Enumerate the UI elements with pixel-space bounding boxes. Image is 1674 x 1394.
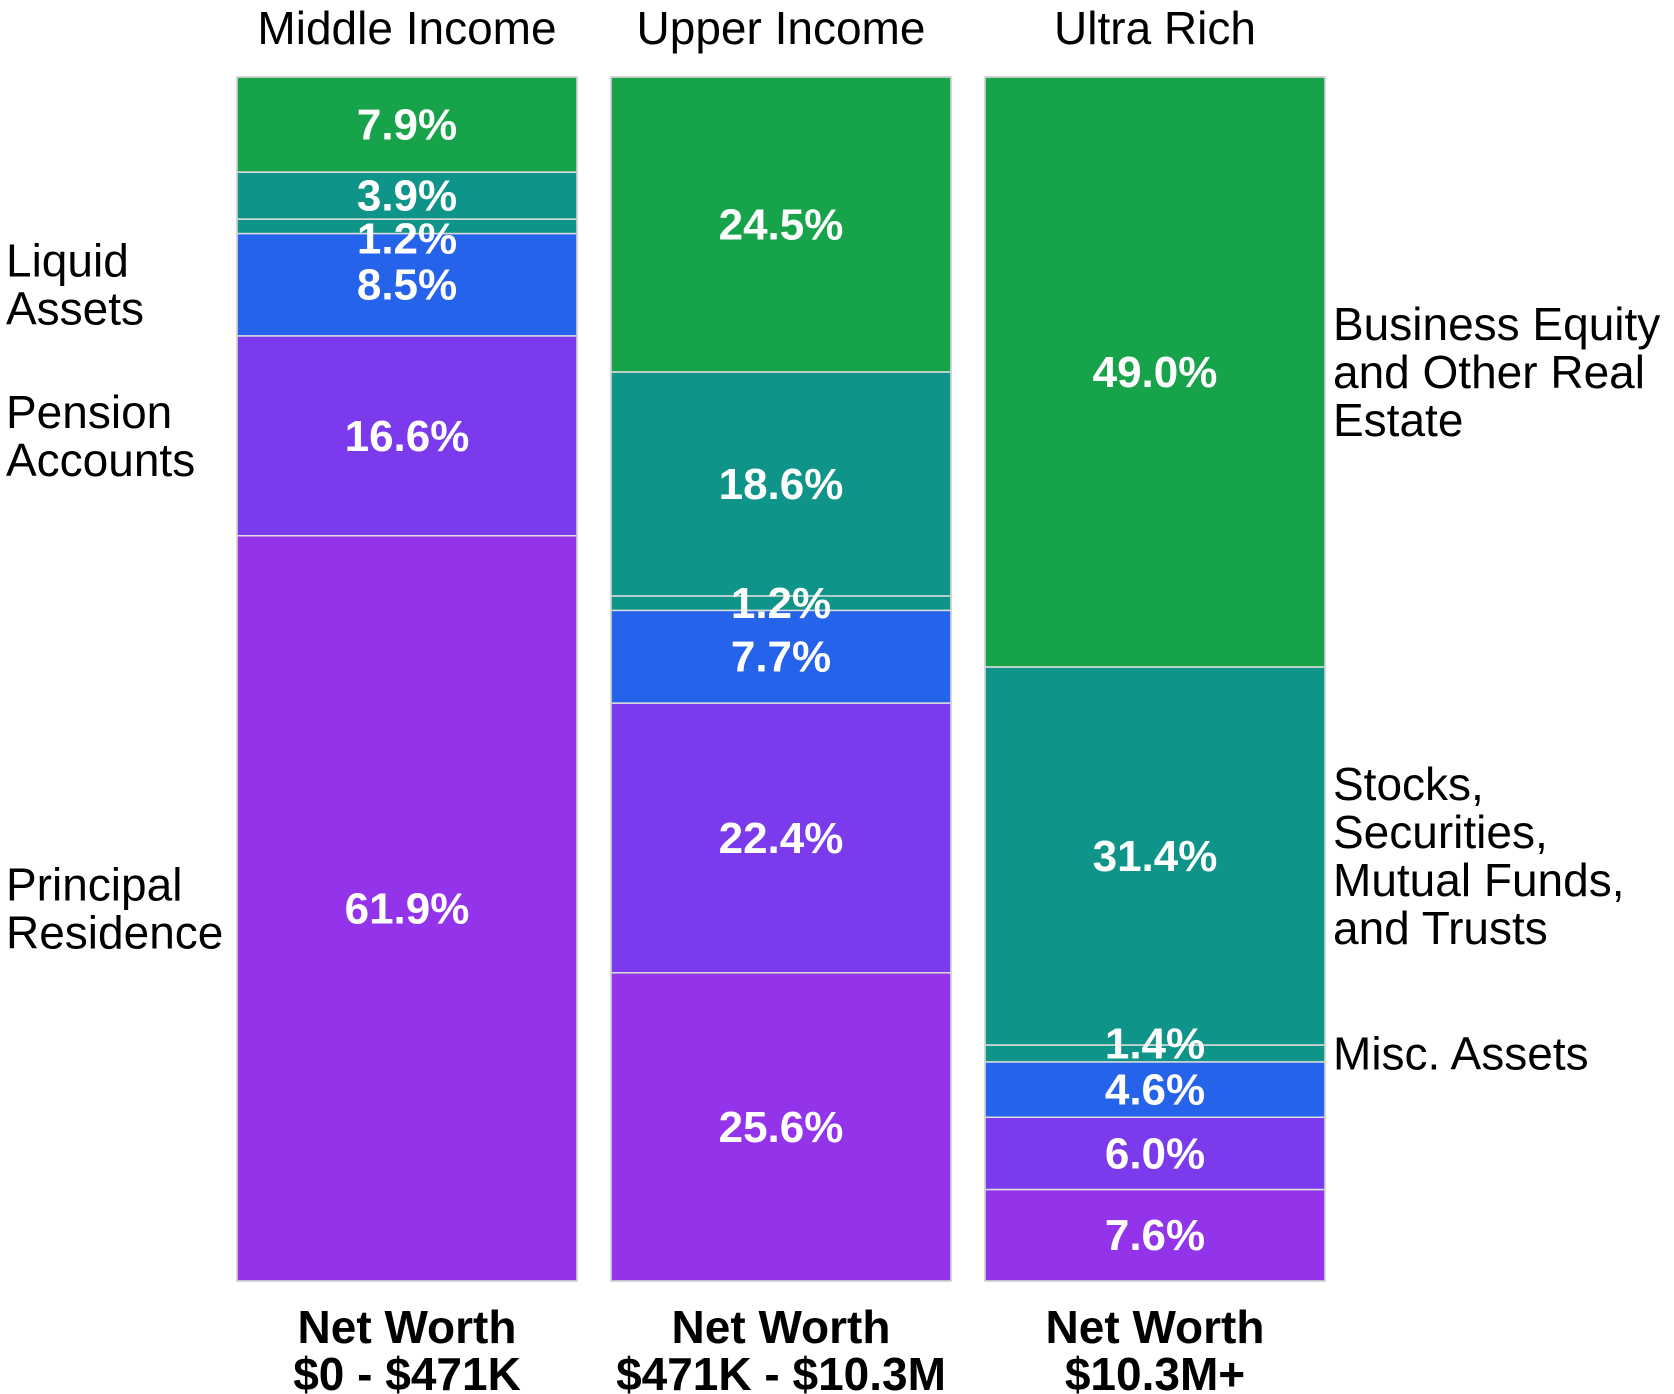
- data-label-stocks-securities-mutual-funds-and-trusts-ultra-rich: 31.4%: [1093, 832, 1218, 881]
- bar-frame-middle-income: [236, 76, 578, 1282]
- bar-frame-upper-income: [610, 76, 952, 1282]
- net-worth-range-ultra-rich: $10.3M+: [1065, 1348, 1245, 1394]
- bar-segment-principal-residence-ultra-rich: [984, 1188, 1326, 1282]
- left-label-liquid-assets-line-1: Assets: [6, 283, 144, 335]
- bar-segment-principal-residence-upper-income: [610, 972, 952, 1282]
- right-label-stocks-securities-mutual-funds-and-trusts-line-3: and Trusts: [1333, 902, 1548, 954]
- bar-segment-stocks-securities-mutual-funds-and-trusts-ultra-rich: [984, 666, 1326, 1046]
- net-worth-title-middle-income: Net Worth: [298, 1301, 517, 1353]
- data-label-liquid-assets-upper-income: 7.7%: [731, 633, 831, 682]
- bar-segment-liquid-assets-ultra-rich: [984, 1061, 1326, 1119]
- data-label-principal-residence-middle-income: 61.9%: [345, 884, 470, 933]
- right-label-stocks-securities-mutual-funds-and-trusts-line-1: Securities,: [1333, 806, 1548, 858]
- data-label-principal-residence-upper-income: 25.6%: [719, 1103, 844, 1152]
- data-label-pension-accounts-middle-income: 16.6%: [345, 412, 470, 461]
- left-label-pension-accounts-line-0: Pension: [6, 386, 172, 438]
- right-label-business-equity-and-other-real-estate-line-0: Business Equity: [1333, 298, 1660, 350]
- net-worth-range-upper-income: $471K - $10.3M: [616, 1348, 946, 1394]
- bar-segment-stocks-securities-mutual-funds-and-trusts-middle-income: [236, 171, 578, 220]
- bar-frame-ultra-rich: [984, 76, 1326, 1282]
- bar-segment-pension-accounts-ultra-rich: [984, 1116, 1326, 1191]
- left-label-liquid-assets-line-0: Liquid: [6, 235, 129, 287]
- left-label-principal-residence-line-1: Residence: [6, 906, 223, 958]
- bar-segment-business-equity-and-other-real-estate-middle-income: [236, 76, 578, 173]
- data-label-liquid-assets-ultra-rich: 4.6%: [1105, 1066, 1205, 1115]
- data-label-business-equity-and-other-real-estate-ultra-rich: 49.0%: [1093, 348, 1218, 397]
- net-worth-title-ultra-rich: Net Worth: [1046, 1301, 1265, 1353]
- right-label-business-equity-and-other-real-estate-line-1: and Other Real: [1333, 346, 1645, 398]
- data-label-stocks-securities-mutual-funds-and-trusts-middle-income: 3.9%: [357, 172, 457, 221]
- left-label-principal-residence-line-0: Principal: [6, 858, 182, 910]
- right-label-stocks-securities-mutual-funds-and-trusts-line-2: Mutual Funds,: [1333, 854, 1624, 906]
- right-label-business-equity-and-other-real-estate-line-2: Estate: [1333, 394, 1463, 446]
- bar-segment-business-equity-and-other-real-estate-ultra-rich: [984, 76, 1326, 668]
- data-label-business-equity-and-other-real-estate-middle-income: 7.9%: [357, 101, 457, 150]
- net-worth-title-upper-income: Net Worth: [672, 1301, 891, 1353]
- data-label-principal-residence-ultra-rich: 7.6%: [1105, 1211, 1205, 1260]
- data-label-misc-assets-ultra-rich: 1.4%: [1105, 1020, 1205, 1069]
- column-title-middle-income: Middle Income: [257, 2, 556, 54]
- left-label-pension-accounts-line-1: Accounts: [6, 434, 195, 486]
- bar-segment-principal-residence-middle-income: [236, 534, 578, 1282]
- column-title-ultra-rich: Ultra Rich: [1054, 2, 1256, 54]
- right-label-stocks-securities-mutual-funds-and-trusts-line-0: Stocks,: [1333, 758, 1484, 810]
- column-title-upper-income: Upper Income: [637, 2, 926, 54]
- bar-segment-stocks-securities-mutual-funds-and-trusts-upper-income: [610, 371, 952, 597]
- bar-segment-pension-accounts-middle-income: [236, 335, 578, 537]
- data-label-stocks-securities-mutual-funds-and-trusts-upper-income: 18.6%: [719, 460, 844, 509]
- data-label-liquid-assets-middle-income: 8.5%: [357, 261, 457, 310]
- bar-segment-business-equity-and-other-real-estate-upper-income: [610, 76, 952, 373]
- data-label-business-equity-and-other-real-estate-upper-income: 24.5%: [719, 200, 844, 249]
- data-label-misc-assets-upper-income: 1.2%: [731, 579, 831, 628]
- data-label-pension-accounts-ultra-rich: 6.0%: [1105, 1129, 1205, 1178]
- bar-segment-pension-accounts-upper-income: [610, 702, 952, 974]
- net-worth-range-middle-income: $0 - $471K: [293, 1348, 521, 1394]
- right-label-misc-assets-line-0: Misc. Assets: [1333, 1027, 1589, 1079]
- data-label-misc-assets-middle-income: 1.2%: [357, 215, 457, 264]
- data-label-pension-accounts-upper-income: 22.4%: [719, 814, 844, 863]
